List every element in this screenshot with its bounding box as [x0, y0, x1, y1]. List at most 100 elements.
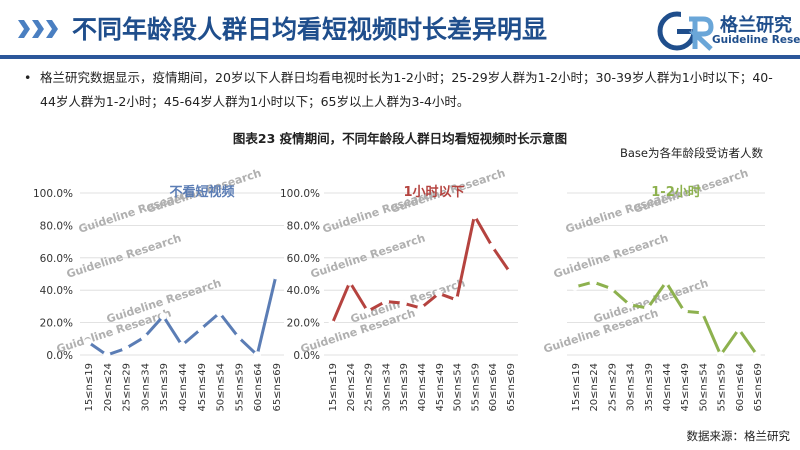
watermark: Guideline Research: [309, 231, 427, 280]
x-tick-label: 50≤n≤54: [216, 363, 227, 412]
data-point: [399, 299, 407, 307]
x-tick-label: 65≤n≤69: [272, 363, 283, 412]
y-tick-label: 20.0%: [287, 318, 320, 330]
chevrons-icon: [18, 20, 58, 38]
x-tick-label: 20≤n≤24: [103, 363, 114, 412]
x-tick-label: 30≤n≤34: [626, 363, 637, 412]
data-point: [680, 307, 688, 315]
source-note: 数据来源：格兰研究: [686, 429, 791, 443]
x-tick-label: 45≤n≤49: [680, 363, 691, 412]
y-tick-label: 40.0%: [40, 285, 73, 297]
y-tick-label: 60.0%: [287, 253, 320, 265]
x-tick-label: 35≤n≤39: [159, 363, 170, 412]
data-point: [363, 307, 372, 315]
chart-1: 0.0% 20.0% 40.0% 60.0% 80.0% 100.0% Guideline …: [33, 166, 284, 412]
logo-text-cn: 格兰研究: [720, 15, 792, 36]
data-point: [452, 296, 461, 304]
series-title: 1-2小时: [651, 184, 701, 200]
y-tick-label: 80.0%: [40, 220, 73, 232]
x-tick-label: 55≤n≤59: [234, 363, 245, 412]
x-tick-label: 55≤n≤59: [470, 363, 481, 412]
data-point: [178, 341, 186, 349]
y-tick-label: 100.0%: [33, 188, 73, 200]
data-point: [735, 325, 743, 333]
x-tick-label: 50≤n≤54: [453, 363, 464, 412]
x-tick-label: 40≤n≤44: [662, 363, 673, 412]
x-tick-label: 40≤n≤44: [417, 363, 428, 412]
data-point: [435, 289, 443, 298]
y-tick-label: 80.0%: [287, 220, 320, 232]
x-tick-label: 15≤n≤19: [84, 363, 95, 412]
data-point: [716, 351, 725, 359]
logo-text-en: Guideline Research: [712, 34, 800, 46]
data-point: [140, 333, 149, 341]
data-point: [488, 242, 496, 251]
x-tick-label: 35≤n≤39: [399, 363, 410, 412]
data-point: [84, 338, 92, 346]
y-tick-label: 100.0%: [280, 188, 320, 200]
x-tick-label: 60≤n≤64: [488, 363, 499, 412]
data-point: [346, 278, 354, 286]
header-divider: [0, 55, 800, 59]
base-note: Base为各年龄段受访者人数: [620, 146, 764, 160]
data-point: [234, 333, 243, 341]
series-title: 不看短视频: [169, 184, 234, 200]
data-point: [103, 351, 111, 359]
data-point: [197, 325, 205, 333]
y-tick-label: 60.0%: [40, 253, 73, 265]
data-point: [159, 312, 167, 320]
x-tick-label: 55≤n≤59: [717, 363, 728, 412]
x-tick-label: 65≤n≤69: [753, 363, 764, 412]
x-tick-label: 30≤n≤34: [140, 363, 151, 412]
x-tick-label: 15≤n≤19: [571, 363, 582, 412]
data-point: [253, 351, 261, 359]
data-point: [644, 304, 652, 312]
data-point: [506, 268, 514, 277]
figure-title: 图表23 疫情期间，不同年龄段人群日均看短视频时长示意图: [232, 131, 568, 146]
data-point: [662, 278, 670, 286]
x-tick-label: 50≤n≤54: [698, 363, 709, 412]
x-tick-label: 20≤n≤24: [346, 363, 357, 412]
watermark: Guideline Research: [65, 231, 183, 280]
x-tick-label: 15≤n≤19: [328, 363, 339, 412]
data-point: [753, 351, 761, 359]
summary-bullet: • 格兰研究数据显示，疫情期间，20岁以下人群日均看电视时长为1-2小时；25-…: [24, 66, 780, 114]
header: 不同年龄段人群日均看短视频时长差异明显 格兰研究 Guideline Resea…: [0, 0, 800, 59]
data-point: [698, 309, 707, 317]
summary-text: 格兰研究数据显示，疫情期间，20岁以下人群日均看电视时长为1-2小时；25-29…: [40, 70, 773, 109]
x-tick-label: 25≤n≤29: [122, 363, 133, 412]
x-tick-label: 45≤n≤49: [435, 363, 446, 412]
y-tick-label: 40.0%: [287, 285, 320, 297]
data-point: [417, 304, 425, 312]
x-tick-label: 60≤n≤64: [253, 363, 264, 412]
guideline-logo-icon: [657, 11, 714, 51]
data-point: [571, 283, 579, 291]
page-title: 不同年龄段人群日均看短视频时长差异明显: [72, 15, 548, 44]
data-point: [625, 301, 634, 309]
chart-2: 0.0% 20.0% 40.0% 60.0% 80.0% 100.0% Guideline …: [280, 166, 518, 412]
x-tick-label: 60≤n≤64: [735, 363, 746, 412]
x-tick-label: 25≤n≤29: [607, 363, 618, 412]
bullet-dot-icon: •: [24, 70, 32, 85]
x-tick-label: 25≤n≤29: [364, 363, 375, 412]
data-point: [215, 309, 224, 317]
x-tick-label: 30≤n≤34: [381, 363, 392, 412]
x-tick-label: 45≤n≤49: [197, 363, 208, 412]
watermark: Guideline Research: [552, 231, 670, 280]
y-tick-label: 0.0%: [46, 350, 73, 362]
data-point: [328, 320, 336, 328]
data-point: [272, 271, 280, 280]
series-title: 1小时以下: [403, 184, 464, 200]
x-tick-label: 65≤n≤69: [506, 363, 517, 412]
data-point: [470, 211, 479, 220]
x-tick-label: 35≤n≤39: [644, 363, 655, 412]
data-point: [121, 344, 130, 353]
data-point: [607, 284, 616, 293]
x-tick-label: 40≤n≤44: [178, 363, 189, 412]
data-point: [589, 278, 597, 286]
x-tick-label: 20≤n≤24: [589, 363, 600, 412]
y-tick-label: 0.0%: [293, 350, 320, 362]
data-point: [381, 297, 390, 306]
